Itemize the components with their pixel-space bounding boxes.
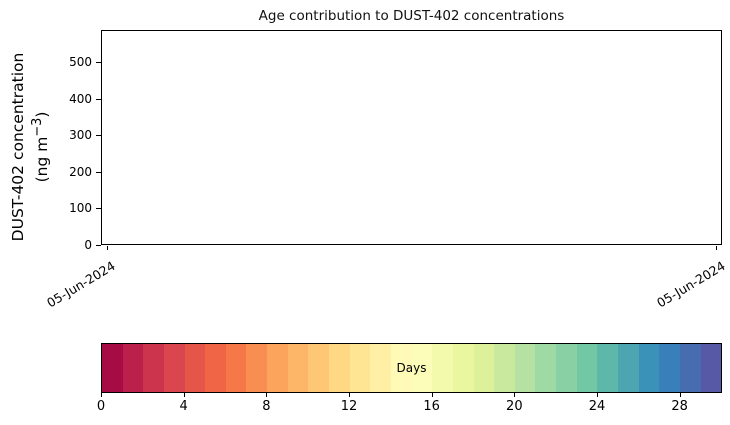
colorbar-segment bbox=[143, 344, 164, 392]
colorbar-segment bbox=[163, 344, 185, 392]
colorbar-tick-label: 16 bbox=[423, 399, 440, 414]
y-axis-label: DUST-402 concentration (ng m−3) bbox=[8, 2, 54, 292]
colorbar-segment bbox=[679, 344, 701, 392]
colorbar-segment bbox=[597, 344, 619, 392]
colorbar-segment bbox=[329, 344, 350, 392]
colorbar-segment bbox=[638, 344, 660, 392]
colorbar-tick-mark bbox=[514, 393, 516, 397]
colorbar-segment bbox=[576, 344, 598, 392]
y-tick-mark bbox=[96, 171, 101, 173]
colorbar-tick-mark bbox=[431, 393, 433, 397]
colorbar-segment bbox=[308, 344, 330, 392]
colorbar-segment bbox=[556, 344, 577, 392]
y-tick-mark bbox=[96, 98, 101, 100]
y-tick-label: 300 bbox=[69, 128, 92, 143]
colorbar-segment bbox=[514, 344, 536, 392]
colorbar-tick-label: 28 bbox=[671, 399, 688, 414]
colorbar-tick-label: 12 bbox=[340, 399, 358, 414]
y-tick-label: 500 bbox=[69, 55, 92, 70]
y-tick-mark bbox=[96, 245, 101, 246]
colorbar-segment bbox=[267, 344, 288, 392]
y-tick-mark bbox=[96, 135, 101, 137]
colorbar-tick-label: 20 bbox=[506, 399, 523, 414]
y-axis-label-line1: DUST-402 concentration bbox=[9, 52, 27, 242]
colorbar-segment bbox=[390, 344, 412, 392]
colorbar-segment bbox=[494, 344, 515, 392]
colorbar-segment bbox=[102, 344, 123, 392]
colorbar-tick-label: 0 bbox=[96, 399, 106, 414]
colorbar-segment bbox=[473, 344, 495, 392]
colorbar-segment bbox=[205, 344, 226, 392]
colorbar bbox=[101, 343, 722, 393]
y-axis-label-units: (ng m−3) bbox=[29, 111, 52, 183]
y-tick-label: 200 bbox=[69, 164, 92, 179]
colorbar-segment bbox=[370, 344, 391, 392]
y-tick-label: 400 bbox=[69, 91, 92, 106]
colorbar-segment bbox=[618, 344, 639, 392]
colorbar-segment bbox=[225, 344, 247, 392]
colorbar-tick-mark bbox=[349, 393, 350, 397]
y-tick-label: 100 bbox=[69, 201, 92, 216]
y-tick-label: 0 bbox=[84, 238, 92, 252]
colorbar-segment bbox=[411, 344, 433, 392]
colorbar-segment bbox=[432, 344, 453, 392]
colorbar-segment bbox=[122, 344, 144, 392]
x-tick-mark-left bbox=[107, 246, 108, 250]
y-tick-mark bbox=[96, 208, 101, 210]
y-axis-label-exponent: −3 bbox=[29, 117, 45, 137]
colorbar-tick-mark bbox=[183, 393, 185, 397]
colorbar-tick-mark bbox=[266, 393, 268, 397]
x-tick-label-end-date: 05-Jun-2024 bbox=[654, 258, 728, 311]
colorbar-tick-label: 8 bbox=[262, 399, 271, 414]
colorbar-segment bbox=[659, 344, 680, 392]
y-tick-mark bbox=[96, 62, 101, 64]
colorbar-segment bbox=[184, 344, 206, 392]
colorbar-tick-mark bbox=[597, 393, 598, 397]
x-tick-mark-right bbox=[716, 246, 717, 250]
chart-title: Age contribution to DUST-402 concentrati… bbox=[258, 8, 565, 24]
colorbar-tick-label: 4 bbox=[179, 399, 188, 414]
colorbar-tick-mark bbox=[679, 393, 681, 397]
colorbar-tick-label: 24 bbox=[588, 399, 606, 414]
colorbar-segment bbox=[535, 344, 557, 392]
colorbar-segment bbox=[287, 344, 309, 392]
plot-axes-box bbox=[101, 30, 722, 245]
colorbar-segment bbox=[246, 344, 268, 392]
colorbar-segment bbox=[349, 344, 371, 392]
colorbar-segment bbox=[452, 344, 474, 392]
colorbar-tick-mark bbox=[101, 393, 102, 397]
colorbar-segment bbox=[700, 344, 722, 392]
